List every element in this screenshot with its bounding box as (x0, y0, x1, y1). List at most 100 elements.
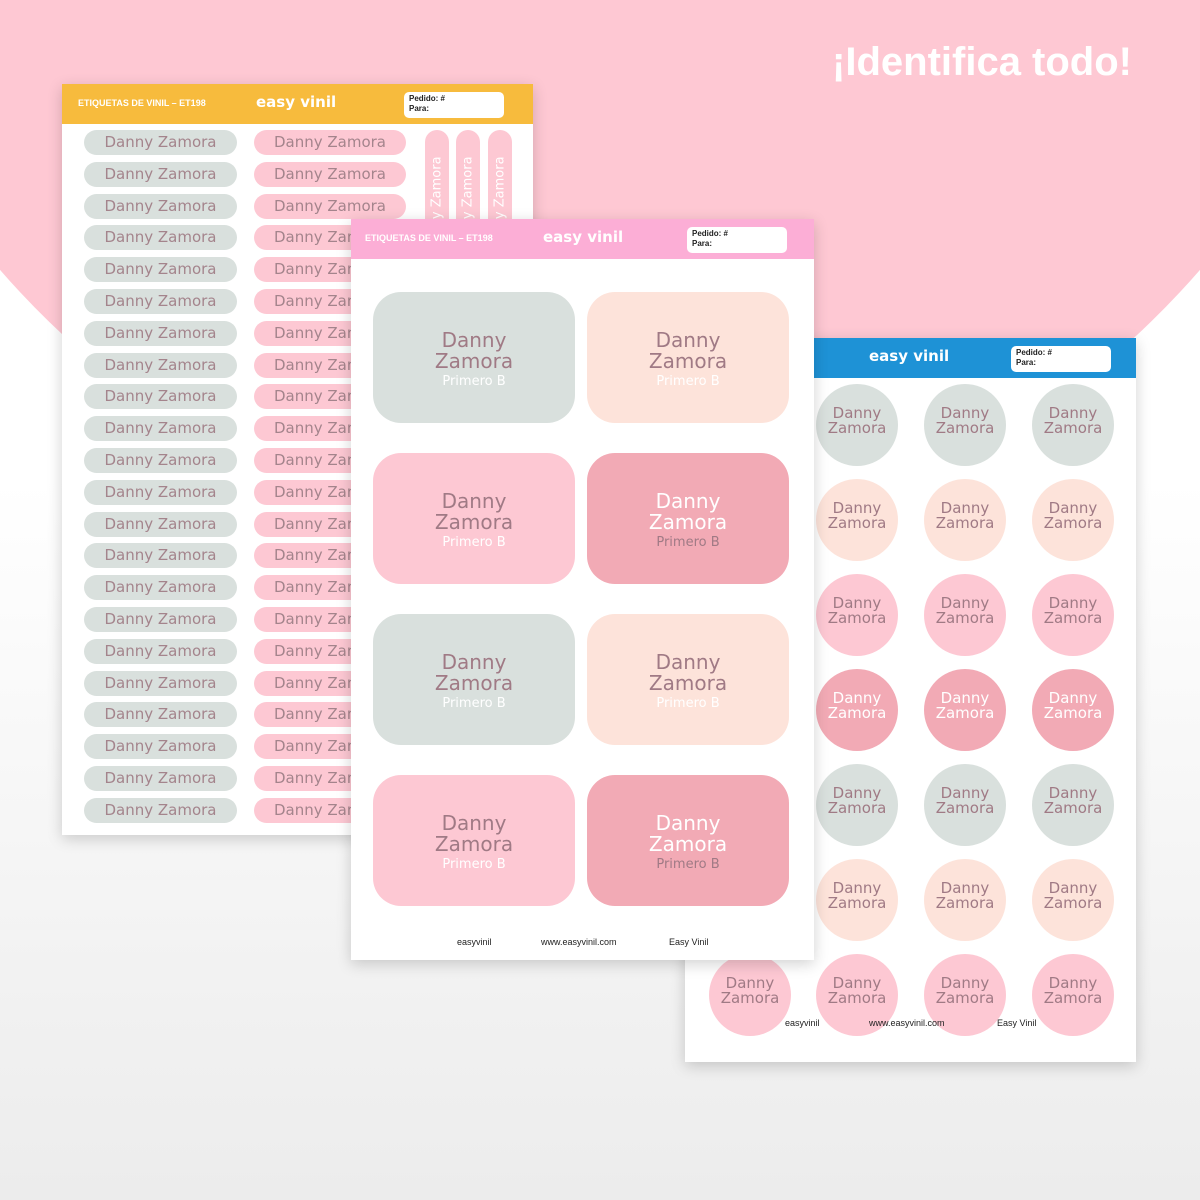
name-block: Danny Zamora (587, 491, 789, 533)
first-name: Danny (441, 650, 507, 674)
first-name: Danny (940, 404, 990, 422)
footer-web: www.easyvinil.com (869, 1018, 945, 1028)
first-name: Danny (441, 811, 507, 835)
first-name: Danny (832, 974, 882, 992)
circle-label: Danny Zamora (924, 479, 1006, 561)
name-label: Danny Zamora (84, 448, 237, 473)
last-name: Zamora (648, 510, 728, 534)
rect-label: Danny Zamora Primero B (587, 614, 789, 745)
last-name: Zamora (827, 989, 887, 1007)
first-name: Danny (832, 784, 882, 802)
footer-facebook: Easy Vinil (669, 937, 709, 947)
order-label: Pedido: # (409, 94, 446, 103)
sheet-header: ETIQUETAS DE VINIL – ET198 easy vinil Pedi… (351, 219, 814, 259)
order-label: Pedido: # (692, 229, 729, 238)
name-label: Danny Zamora (84, 575, 237, 601)
last-name: Zamora (827, 514, 887, 532)
rect-label: Danny Zamora Primero B (373, 614, 575, 745)
first-name: Danny (832, 689, 882, 707)
last-name: Zamora (1043, 799, 1103, 817)
to-label: Para: (1016, 358, 1037, 367)
name-block: Danny Zamora (587, 813, 789, 855)
sheet-header: ETIQUETAS DE VINIL – ET198 easy vinil Pedi… (62, 84, 533, 124)
circle-label: Danny Zamora (816, 859, 898, 941)
grade: Primero B (656, 696, 720, 711)
circle-label: Danny Zamora (924, 954, 1006, 1036)
first-name: Danny (832, 594, 882, 612)
grade: Primero B (656, 857, 720, 872)
footer-instagram: easyvinil (457, 937, 492, 947)
first-name: Danny (940, 499, 990, 517)
grade: Primero B (442, 857, 506, 872)
order-box: Pedido: # Para: (687, 227, 787, 253)
last-name: Zamora (827, 704, 887, 722)
first-name: Danny (832, 404, 882, 422)
name-label: Danny Zamora (84, 670, 237, 696)
first-name: Danny (940, 594, 990, 612)
name-label: Danny Zamora (84, 384, 237, 410)
order-box: Pedido: # Para: (404, 92, 504, 118)
to-label: Para: (692, 239, 713, 248)
name-block: Danny Zamora (373, 652, 575, 694)
name-label: Danny Zamora (254, 130, 406, 155)
headline: ¡Identifica todo! (832, 40, 1132, 84)
circle-label: Danny Zamora (816, 669, 898, 751)
name-label: Danny Zamora (254, 161, 406, 187)
first-name: Danny (1048, 404, 1098, 422)
last-name: Zamora (935, 799, 995, 817)
footer-web: www.easyvinil.com (541, 937, 617, 947)
rect-label: Danny Zamora Primero B (373, 775, 575, 906)
last-name: Zamora (1043, 894, 1103, 912)
first-name: Danny (655, 489, 721, 513)
rect-label: Danny Zamora Primero B (373, 453, 575, 584)
circle-label: Danny Zamora (709, 954, 791, 1036)
name-label: Danny Zamora (84, 511, 237, 537)
first-name: Danny (940, 879, 990, 897)
order-box: Pedido: # Para: (1011, 346, 1111, 372)
first-name: Danny (441, 489, 507, 513)
sheet-title: ETIQUETAS DE VINIL – ET198 (365, 233, 493, 243)
name-label: Danny Zamora (84, 543, 237, 569)
first-name: Danny (1048, 784, 1098, 802)
sheet: ETIQUETAS DE VINIL – ET198 easy vinil Pedi… (351, 219, 814, 960)
last-name: Zamora (1043, 609, 1103, 627)
first-name: Danny (655, 650, 721, 674)
name-label: Danny Zamora (84, 352, 237, 378)
rect-label: Danny Zamora Primero B (587, 453, 789, 584)
circle-label: Danny Zamora (924, 859, 1006, 941)
first-name: Danny (940, 689, 990, 707)
rect-label: Danny Zamora Primero B (587, 292, 789, 423)
circle-label: Danny Zamora (924, 384, 1006, 466)
last-name: Zamora (434, 671, 514, 695)
name-block: Danny Zamora (587, 330, 789, 372)
grade: Primero B (442, 535, 506, 550)
first-name: Danny (940, 784, 990, 802)
last-name: Zamora (827, 609, 887, 627)
last-name: Zamora (1043, 704, 1103, 722)
name-label: Danny Zamora (84, 416, 237, 442)
last-name: Zamora (434, 349, 514, 373)
last-name: Zamora (935, 514, 995, 532)
name-label: Danny Zamora (84, 161, 237, 187)
last-name: Zamora (720, 989, 780, 1007)
last-name: Zamora (935, 419, 995, 437)
grade: Primero B (656, 535, 720, 550)
name-label: Danny Zamora (84, 225, 237, 251)
grade: Primero B (656, 374, 720, 389)
circle-label: Danny Zamora (924, 574, 1006, 656)
name-block: Danny Zamora (373, 491, 575, 533)
last-name: Zamora (434, 832, 514, 856)
order-label: Pedido: # (1016, 348, 1053, 357)
name-label: Danny Zamora (84, 130, 237, 155)
name-label: Danny Zamora (84, 193, 237, 219)
name-label: Danny Zamora (84, 702, 237, 728)
first-name: Danny (655, 328, 721, 352)
last-name: Zamora (935, 894, 995, 912)
circle-label: Danny Zamora (924, 669, 1006, 751)
circle-label: Danny Zamora (1032, 859, 1114, 941)
last-name: Zamora (827, 419, 887, 437)
last-name: Zamora (648, 671, 728, 695)
brand-logo: easy vinil (543, 228, 624, 246)
rect-label: Danny Zamora Primero B (373, 292, 575, 423)
